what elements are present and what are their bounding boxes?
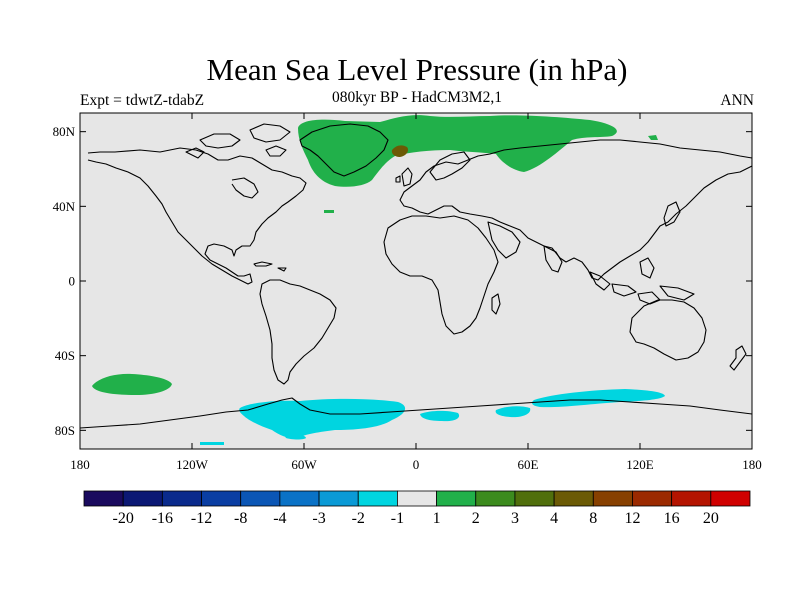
colorbar-label: -16	[152, 510, 173, 527]
colorbar-box	[514, 490, 555, 507]
colorbar-label: 20	[703, 510, 719, 527]
colorbar-label: -3	[312, 510, 325, 527]
colorbar-label: -1	[391, 510, 404, 527]
lat-tick-label: 40S	[55, 348, 75, 363]
coastlines	[80, 123, 752, 429]
colorbar-box	[671, 490, 712, 507]
coastline-japan	[663, 201, 681, 227]
lon-tick-label: 0	[413, 457, 420, 472]
colorbar-label: 1	[433, 510, 441, 527]
map-title: Mean Sea Level Pressure (in hPa)	[206, 52, 628, 87]
coastline-antarctica	[80, 397, 752, 429]
season-label: ANN	[720, 92, 754, 109]
lon-tick-label: 180	[742, 457, 762, 472]
coastline-british-isles	[395, 167, 413, 187]
negative-anomaly-small-2	[495, 406, 531, 418]
lon-tick-label: 120W	[176, 457, 209, 472]
colorbar-label: 2	[472, 510, 480, 527]
experiment-label: Expt = tdwtZ-tdabZ	[80, 92, 205, 109]
positive-anomaly-speck	[324, 210, 334, 213]
colorbar-box	[553, 490, 594, 507]
colorbar-label: -2	[352, 510, 365, 527]
coastline-greenland	[299, 123, 389, 177]
colorbar-box	[436, 490, 477, 507]
coastline-eurasia	[399, 139, 752, 281]
coastline-africa	[383, 215, 499, 335]
colorbar-label: 8	[589, 510, 597, 527]
colorbar-box	[632, 490, 673, 507]
coastline-caribbean	[253, 261, 287, 272]
negative-anomaly-sliver	[200, 442, 224, 445]
colorbar-box	[592, 490, 633, 507]
lat-tick-label: 80S	[55, 423, 75, 438]
colorbar-box	[240, 490, 281, 507]
colorbar-label: -20	[113, 510, 134, 527]
longitude-axis: 180 120W 60W 0 60E 120E 180	[70, 113, 762, 472]
coastline-north-america	[87, 147, 307, 285]
coastline-australia	[629, 299, 707, 361]
lat-tick-label: 40N	[53, 199, 76, 214]
colorbar-label: 12	[624, 510, 640, 527]
colorbar-box	[397, 490, 437, 507]
colorbar-box	[161, 490, 202, 507]
coastline-arctic-islands	[185, 123, 291, 159]
colorbar-box	[710, 490, 751, 507]
coastline-scandinavia	[429, 151, 471, 181]
negative-anomaly-east-antarctica	[532, 389, 665, 408]
colorbar-label: -4	[273, 510, 286, 527]
pressure-anomaly-fields	[92, 115, 665, 445]
colorbar-box	[475, 490, 516, 507]
coastline-madagascar	[491, 293, 501, 315]
coastline-maritime-asia	[589, 257, 695, 305]
negative-anomaly-weddell	[239, 398, 406, 439]
colorbar-box	[279, 490, 320, 507]
positive-anomaly-core	[391, 145, 409, 157]
colorbar-box	[357, 490, 398, 507]
positive-anomaly-arctic	[298, 115, 617, 187]
colorbar-label: 3	[511, 510, 519, 527]
lat-tick-label: 80N	[53, 124, 76, 139]
colorbar-box	[122, 490, 163, 507]
coastline-arabia-india	[487, 221, 563, 273]
negative-anomaly-weddell-tail	[282, 432, 306, 440]
lat-tick-label: 0	[69, 274, 76, 289]
colorbar-box	[318, 490, 359, 507]
colorbar-label: 16	[664, 510, 680, 527]
negative-anomaly-small-1	[420, 410, 460, 422]
colorbar: -20 -16 -12 -8 -4 -3 -2 -1 1 2 3 4 8 12 16 20	[83, 490, 751, 527]
coastline-new-zealand	[729, 345, 747, 371]
lon-tick-label: 60E	[518, 457, 539, 472]
coastline-south-america	[259, 279, 337, 385]
colorbar-box	[83, 490, 124, 507]
lon-tick-label: 120E	[626, 457, 654, 472]
latitude-axis: 80N 40N 0 40S 80S	[53, 124, 752, 438]
lon-tick-label: 60W	[291, 457, 317, 472]
positive-anomaly-south-pacific	[92, 373, 172, 395]
colorbar-label: 4	[550, 510, 558, 527]
colorbar-label: -8	[234, 510, 247, 527]
map-subtitle: 080kyr BP - HadCM3M2,1	[332, 89, 502, 106]
coastline-hudson-bay	[231, 177, 259, 199]
positive-anomaly-small	[648, 135, 658, 140]
colorbar-label: -12	[191, 510, 212, 527]
lon-tick-label: 180	[70, 457, 90, 472]
colorbar-box	[201, 490, 242, 507]
